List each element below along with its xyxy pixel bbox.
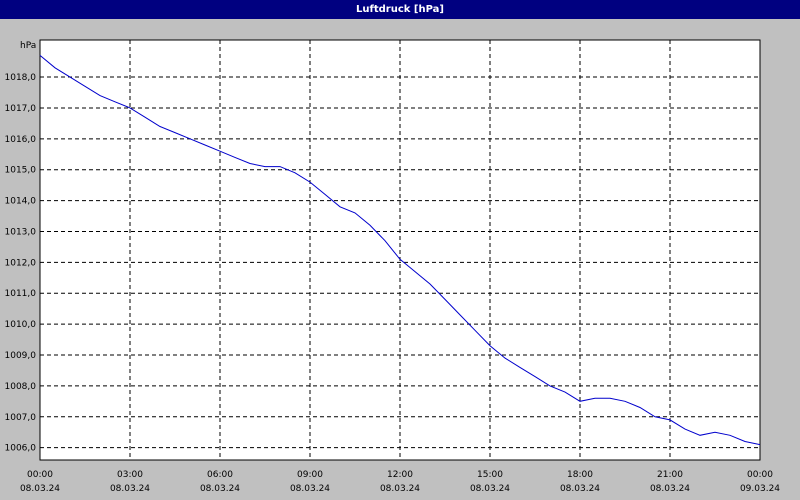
x-tick-date-label: 09.03.24: [740, 484, 780, 494]
y-tick-label: 1008,0: [5, 382, 37, 392]
x-tick-date-label: 08.03.24: [470, 484, 510, 494]
y-tick-label: 1006,0: [5, 444, 37, 454]
x-tick-date-label: 08.03.24: [650, 484, 690, 494]
y-tick-label: 1012,0: [5, 258, 37, 268]
x-tick-date-label: 08.03.24: [380, 484, 420, 494]
y-tick-label: 1016,0: [5, 135, 37, 145]
y-tick-label: 1018,0: [5, 73, 37, 83]
x-tick-time-label: 09:00: [297, 470, 323, 480]
y-tick-label: 1007,0: [5, 413, 37, 423]
y-tick-label: 1010,0: [5, 320, 37, 330]
pressure-series-line: [39, 55, 761, 446]
x-tick-date-label: 08.03.24: [20, 484, 60, 494]
y-tick-label: 1017,0: [5, 104, 37, 114]
x-tick-time-label: 00:00: [27, 470, 53, 480]
x-tick-date-label: 08.03.24: [560, 484, 600, 494]
x-tick-time-label: 21:00: [657, 470, 683, 480]
window-title: Luftdruck [hPa]: [0, 0, 800, 19]
x-tick-time-label: 12:00: [387, 470, 413, 480]
x-tick-time-label: 06:00: [207, 470, 233, 480]
y-tick-label: 1009,0: [5, 351, 37, 361]
x-tick-time-label: 15:00: [477, 470, 503, 480]
x-tick-time-label: 00:00: [747, 470, 773, 480]
x-tick-date-label: 08.03.24: [200, 484, 240, 494]
y-tick-labels: 1006,0 1007,0 1008,0 1009,0 1010,0 1011,0 1012…: [5, 73, 37, 454]
y-tick-label: 1013,0: [5, 227, 37, 237]
y-tick-label: 1014,0: [5, 197, 37, 207]
x-tick-date-label: 08.03.24: [110, 484, 150, 494]
x-tick-time-label: 18:00: [567, 470, 593, 480]
x-tick-labels: 00:00 08.03.24 03:00 08.03.24 06:00 08.03.24 0…: [20, 470, 780, 494]
y-axis-unit-label: hPa: [20, 41, 36, 51]
y-tick-label: 1015,0: [5, 166, 37, 176]
x-tick-time-label: 03:00: [117, 470, 143, 480]
y-tick-label: 1011,0: [5, 289, 37, 299]
grid-lines: [40, 40, 760, 460]
x-tick-date-label: 08.03.24: [290, 484, 330, 494]
